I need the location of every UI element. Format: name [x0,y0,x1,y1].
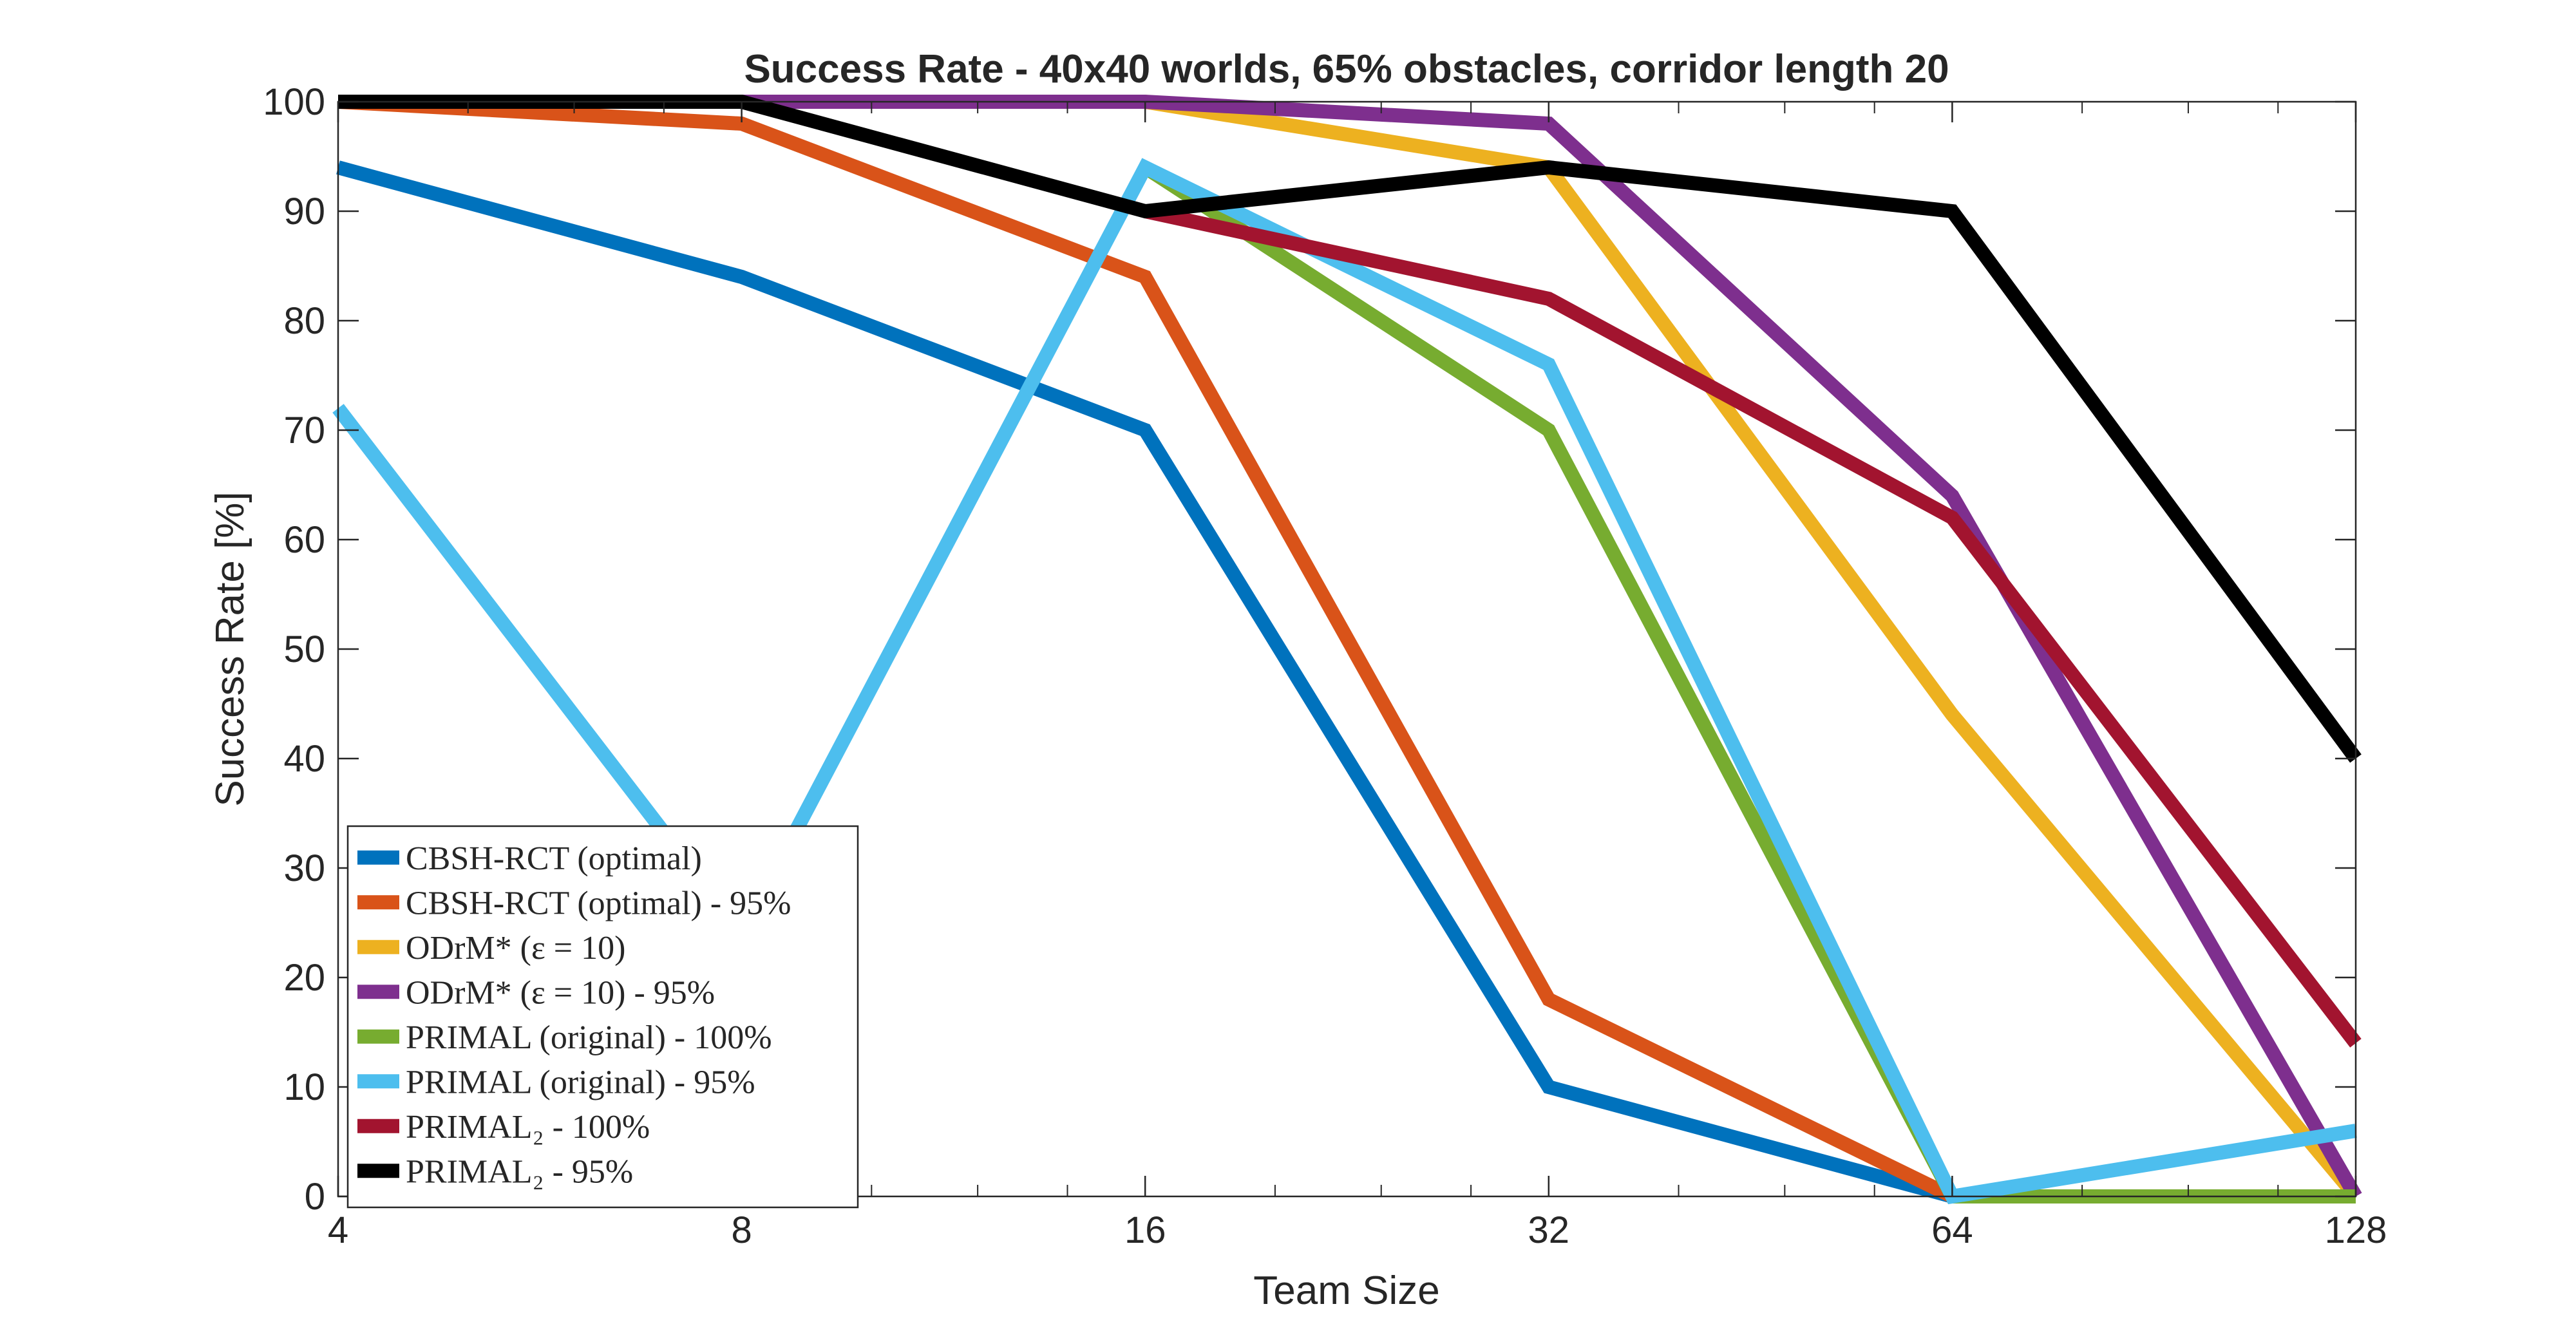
y-tick-label: 10 [283,1066,325,1108]
x-axis-label: Team Size [1253,1269,1439,1313]
y-axis-label: Success Rate [%] [208,491,252,806]
y-tick-label: 70 [283,410,325,451]
legend-box [346,825,859,1209]
legend-label-primal-100: PRIMAL₂ - 100% [406,1109,650,1146]
legend-label-cbsh-rct-optimal: CBSH-RCT (optimal) [406,840,702,877]
y-tick-label: 20 [283,957,325,999]
y-tick-label: 0 [305,1176,325,1218]
y-tick-label: 60 [283,519,325,561]
y-tick-label: 100 [263,81,325,123]
legend-label-primal-95: PRIMAL₂ - 95% [406,1153,633,1190]
y-tick-label: 80 [283,300,325,342]
y-tick-label: 90 [283,191,325,232]
chart-title: Success Rate - 40x40 worlds, 65% obstacl… [744,47,1949,91]
legend-label-odrm-10-95: ODrM* (ε = 10) - 95% [406,974,715,1011]
y-tick-label: 40 [283,738,325,780]
series-line-cbsh-rct-optimal-95 [337,95,1956,1203]
y-tick-label: 50 [283,628,325,670]
legend: CBSH-RCT (optimal) CBSH-RCT (optimal) - 9… [346,825,859,1209]
legend-label-primal-original-95: PRIMAL (original) - 95% [406,1064,755,1100]
x-tick-label: 32 [1528,1209,1570,1251]
y-tick-label: 30 [283,847,325,889]
x-tick-label: 128 [2325,1209,2387,1251]
series-line-cbsh-rct-optimal [336,160,1955,1204]
legend-label-primal-original-100: PRIMAL (original) - 100% [406,1019,772,1056]
x-tick-label: 4 [328,1209,348,1251]
x-tick-label: 16 [1124,1209,1166,1251]
legend-label-odrm-10: ODrM* (ε = 10) [406,930,625,967]
x-tick-label: 8 [731,1209,752,1251]
legend-label-cbsh-rct-optimal-95: CBSH-RCT (optimal) - 95% [406,885,791,921]
x-tick-label: 64 [1931,1209,1973,1251]
series-line-primal-100 [1143,204,2362,1048]
